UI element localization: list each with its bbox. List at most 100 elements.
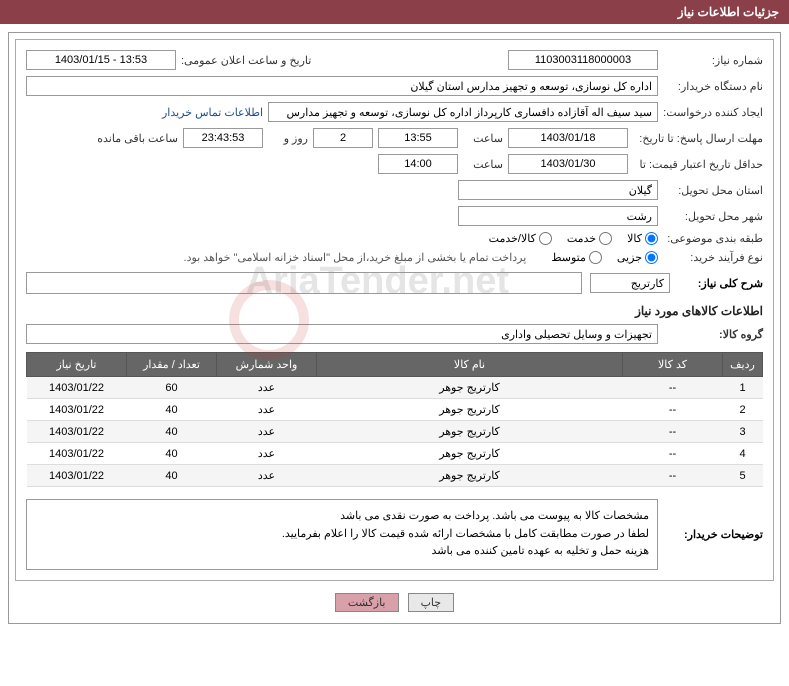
cell-code: -- bbox=[623, 421, 723, 443]
cell-date: 1403/01/22 bbox=[27, 443, 127, 465]
cell-name: کارتریج جوهر bbox=[317, 443, 623, 465]
province-label: استان محل تحویل: bbox=[663, 184, 763, 197]
cell-name: کارتریج جوهر bbox=[317, 399, 623, 421]
table-row: 2--کارتریج جوهرعدد401403/01/22 bbox=[27, 399, 763, 421]
button-row: چاپ بازگشت bbox=[15, 593, 774, 612]
desc-title-label: شرح کلی نیاز: bbox=[678, 277, 763, 290]
main-frame: شماره نیاز: تاریخ و ساعت اعلان عمومی: نا… bbox=[8, 32, 781, 624]
response-time-input[interactable] bbox=[378, 128, 458, 148]
buyer-note-line2: لطفا در صورت مطابقت کامل با مشخصات ارائه… bbox=[35, 526, 649, 544]
cell-unit: عدد bbox=[217, 399, 317, 421]
cell-code: -- bbox=[623, 443, 723, 465]
remaining-days-input[interactable] bbox=[313, 128, 373, 148]
cell-num: 2 bbox=[723, 399, 763, 421]
cell-code: -- bbox=[623, 399, 723, 421]
buyer-org-label: نام دستگاه خریدار: bbox=[663, 80, 763, 93]
cell-date: 1403/01/22 bbox=[27, 377, 127, 399]
need-number-input[interactable] bbox=[508, 50, 658, 70]
day-and-label: روز و bbox=[268, 132, 308, 145]
purchase-type-radio-group: جزیی متوسط bbox=[551, 251, 658, 264]
cell-name: کارتریج جوهر bbox=[317, 421, 623, 443]
cat-service-label: خدمت bbox=[567, 232, 596, 245]
th-row: ردیف bbox=[723, 353, 763, 377]
time-label-2: ساعت bbox=[463, 158, 503, 171]
type-partial-label: جزیی bbox=[617, 251, 642, 264]
purchase-type-label: نوع فرآیند خرید: bbox=[663, 251, 763, 264]
table-row: 5--کارتریج جوهرعدد401403/01/22 bbox=[27, 465, 763, 487]
buyer-contact-link[interactable]: اطلاعات تماس خریدار bbox=[162, 106, 263, 119]
th-code: کد کالا bbox=[623, 353, 723, 377]
th-qty: تعداد / مقدار bbox=[127, 353, 217, 377]
remaining-time-input[interactable] bbox=[183, 128, 263, 148]
cell-date: 1403/01/22 bbox=[27, 421, 127, 443]
cell-unit: عدد bbox=[217, 443, 317, 465]
need-number-label: شماره نیاز: bbox=[663, 54, 763, 67]
print-button[interactable]: چاپ bbox=[408, 593, 455, 612]
page-title: جزئیات اطلاعات نیاز bbox=[678, 5, 779, 19]
desc-title-long[interactable] bbox=[26, 272, 582, 294]
buyer-note-line1: مشخصات کالا به پیوست می باشد. پرداخت به … bbox=[35, 508, 649, 526]
table-row: 4--کارتریج جوهرعدد401403/01/22 bbox=[27, 443, 763, 465]
response-date-input[interactable] bbox=[508, 128, 628, 148]
buyer-org-input[interactable] bbox=[26, 76, 658, 96]
table-row: 1--کارتریج جوهرعدد601403/01/22 bbox=[27, 377, 763, 399]
back-button[interactable]: بازگشت bbox=[335, 593, 399, 612]
announce-date-label: تاریخ و ساعت اعلان عمومی: bbox=[181, 54, 311, 67]
goods-section-header: اطلاعات کالاهای مورد نیاز bbox=[26, 304, 763, 318]
response-deadline-label: مهلت ارسال پاسخ: تا تاریخ: bbox=[633, 132, 763, 145]
cat-goods-label: کالا bbox=[627, 232, 642, 245]
city-label: شهر محل تحویل: bbox=[663, 210, 763, 223]
payment-note: پرداخت تمام یا بخشی از مبلغ خرید،از محل … bbox=[184, 251, 527, 264]
cell-qty: 40 bbox=[127, 443, 217, 465]
cell-unit: عدد bbox=[217, 465, 317, 487]
cell-qty: 40 bbox=[127, 465, 217, 487]
cell-num: 3 bbox=[723, 421, 763, 443]
buyer-notes-label: توضیحات خریدار: bbox=[668, 528, 763, 541]
cat-both-label: کالا/خدمت bbox=[489, 232, 536, 245]
cell-num: 4 bbox=[723, 443, 763, 465]
page-header: جزئیات اطلاعات نیاز bbox=[0, 0, 789, 24]
cell-code: -- bbox=[623, 377, 723, 399]
cell-date: 1403/01/22 bbox=[27, 399, 127, 421]
cell-code: -- bbox=[623, 465, 723, 487]
form-panel: شماره نیاز: تاریخ و ساعت اعلان عمومی: نا… bbox=[15, 39, 774, 581]
buyer-note-line3: هزینه حمل و تخلیه به عهده تامین کننده می… bbox=[35, 543, 649, 561]
cat-service-radio[interactable] bbox=[599, 232, 612, 245]
group-input[interactable] bbox=[26, 324, 658, 344]
type-medium-label: متوسط bbox=[551, 251, 586, 264]
cell-num: 1 bbox=[723, 377, 763, 399]
desc-title-short[interactable] bbox=[590, 273, 670, 293]
group-label: گروه کالا: bbox=[663, 328, 763, 341]
requester-input[interactable] bbox=[268, 102, 658, 122]
cell-num: 5 bbox=[723, 465, 763, 487]
validity-date-input[interactable] bbox=[508, 154, 628, 174]
cat-both-radio[interactable] bbox=[539, 232, 552, 245]
city-input[interactable] bbox=[458, 206, 658, 226]
requester-label: ایجاد کننده درخواست: bbox=[663, 106, 763, 119]
cell-unit: عدد bbox=[217, 421, 317, 443]
th-date: تاریخ نیاز bbox=[27, 353, 127, 377]
province-input[interactable] bbox=[458, 180, 658, 200]
announce-date-input[interactable] bbox=[26, 50, 176, 70]
type-partial-radio[interactable] bbox=[645, 251, 658, 264]
category-label: طبقه بندی موضوعی: bbox=[663, 232, 763, 245]
category-radio-group: کالا خدمت کالا/خدمت bbox=[489, 232, 658, 245]
remaining-label: ساعت باقی مانده bbox=[97, 132, 178, 145]
buyer-notes-box: مشخصات کالا به پیوست می باشد. پرداخت به … bbox=[26, 499, 658, 570]
cell-qty: 40 bbox=[127, 399, 217, 421]
table-row: 3--کارتریج جوهرعدد401403/01/22 bbox=[27, 421, 763, 443]
cell-qty: 40 bbox=[127, 421, 217, 443]
cell-date: 1403/01/22 bbox=[27, 465, 127, 487]
cell-name: کارتریج جوهر bbox=[317, 377, 623, 399]
goods-table: ردیف کد کالا نام کالا واحد شمارش تعداد /… bbox=[26, 352, 763, 487]
cat-goods-radio[interactable] bbox=[645, 232, 658, 245]
th-unit: واحد شمارش bbox=[217, 353, 317, 377]
cell-qty: 60 bbox=[127, 377, 217, 399]
cell-unit: عدد bbox=[217, 377, 317, 399]
cell-name: کارتریج جوهر bbox=[317, 465, 623, 487]
type-medium-radio[interactable] bbox=[589, 251, 602, 264]
validity-time-input[interactable] bbox=[378, 154, 458, 174]
time-label-1: ساعت bbox=[463, 132, 503, 145]
th-name: نام کالا bbox=[317, 353, 623, 377]
validity-label: حداقل تاریخ اعتبار قیمت: تا bbox=[633, 158, 763, 171]
